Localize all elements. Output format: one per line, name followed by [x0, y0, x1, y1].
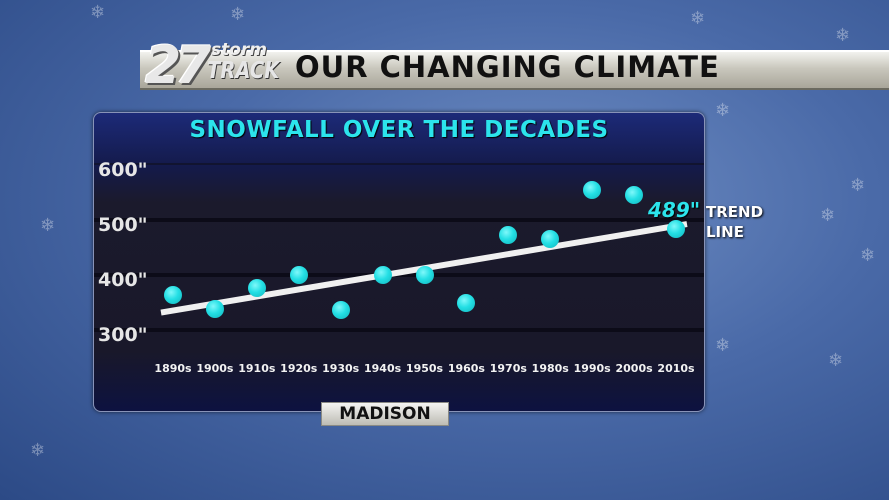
x-tick-label: 1970s — [489, 362, 527, 375]
snowflake-icon: ❄ — [30, 440, 46, 461]
data-point — [247, 279, 266, 298]
data-point — [541, 229, 560, 248]
snowflake-icon: ❄ — [715, 335, 731, 356]
x-tick-label: 1920s — [280, 362, 318, 375]
data-point — [373, 266, 392, 285]
logo-number: 27 — [145, 36, 211, 96]
snowflake-icon: ❄ — [835, 25, 851, 46]
station-logo: 27 storm TRACK — [145, 36, 290, 98]
logo-storm: storm — [211, 40, 268, 60]
logo-track: TRACK — [207, 58, 280, 84]
x-tick-label: 1990s — [573, 362, 611, 375]
gridline-500 — [94, 218, 704, 222]
x-tick-label: 2000s — [615, 362, 653, 375]
x-tick-label: 1890s — [154, 362, 192, 375]
chart-title: SNOWFALL OVER THE DECADES — [189, 117, 609, 143]
y-tick-label: 600" — [98, 159, 148, 181]
trend-label-line2: LINE — [706, 223, 744, 241]
data-point — [164, 286, 182, 304]
data-point — [583, 180, 602, 199]
snowflake-icon: ❄ — [820, 205, 836, 226]
x-tick-label: 1900s — [196, 362, 234, 375]
x-tick-label: 1910s — [238, 362, 276, 375]
header-banner: OUR CHANGING CLIMATE — [140, 50, 889, 90]
snowflake-icon: ❄ — [690, 8, 706, 29]
data-point — [331, 301, 350, 320]
data-point — [667, 220, 685, 238]
trend-line-label: TREND LINE — [706, 202, 763, 242]
x-tick-label: 1930s — [322, 362, 360, 375]
x-tick-label: 2010s — [657, 362, 695, 375]
location-label: MADISON — [321, 402, 449, 426]
x-tick-label: 1980s — [531, 362, 569, 375]
y-tick-label: 400" — [98, 269, 148, 291]
y-tick-label: 300" — [98, 324, 148, 346]
page-title: OUR CHANGING CLIMATE — [295, 50, 720, 84]
snowflake-icon: ❄ — [860, 245, 876, 266]
gridline-600 — [94, 163, 704, 165]
trend-label-line1: TREND — [706, 203, 764, 221]
snowflake-icon: ❄ — [715, 100, 731, 121]
snowflake-icon: ❄ — [90, 2, 106, 23]
trend-end-value: 489" — [648, 198, 701, 222]
data-point — [289, 266, 308, 285]
gridline-300 — [94, 328, 704, 332]
data-point — [415, 266, 434, 285]
data-point — [625, 185, 644, 204]
snowflake-icon: ❄ — [828, 350, 844, 371]
x-tick-label: 1940s — [363, 362, 402, 375]
x-tick-label: 1960s — [447, 362, 485, 375]
data-point — [499, 225, 518, 244]
y-tick-label: 500" — [98, 214, 148, 236]
snowflake-icon: ❄ — [40, 215, 56, 236]
chart-panel: SNOWFALL OVER THE DECADES 600" 500" 400"… — [93, 112, 705, 412]
data-point — [457, 294, 476, 313]
snowflake-icon: ❄ — [230, 4, 246, 25]
x-tick-label: 1950s — [405, 362, 444, 375]
data-point — [205, 299, 224, 318]
snowflake-icon: ❄ — [850, 175, 866, 196]
